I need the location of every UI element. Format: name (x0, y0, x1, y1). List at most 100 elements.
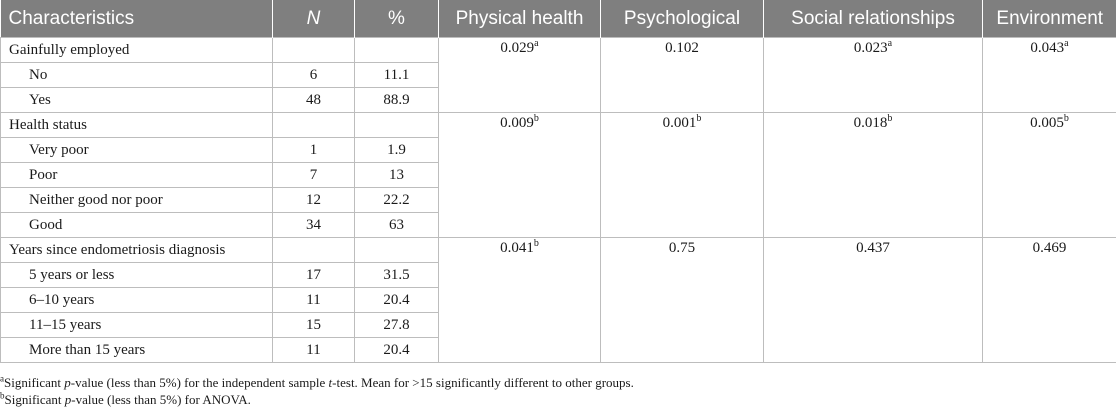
n-cell (272, 37, 355, 63)
pvalue-cell-psychological: 0.001b (600, 112, 764, 238)
pvalue: 0.018 (853, 115, 888, 131)
percent-cell: 1.9 (354, 137, 439, 163)
row-label: Neither good nor poor (0, 187, 273, 213)
footnote: aSignificant p-value (less than 5%) for … (0, 374, 1100, 391)
table-row: Very poor 1 1.9 (0, 137, 1116, 163)
footnote-text: p (64, 375, 71, 390)
pvalue-cell-social-relationships: 0.018b (763, 112, 983, 238)
n-cell: 48 (272, 87, 355, 113)
footnote-text: -value (less than 5%) for the independen… (70, 375, 329, 390)
percent-cell: 27.8 (354, 312, 439, 338)
group-label: Years since endometriosis diagnosis (0, 237, 273, 263)
pvalue-footnote-marker: b (887, 113, 893, 124)
footnote: bSignificant p-value (less than 5%) for … (0, 391, 1100, 408)
pvalue: 0.437 (856, 240, 890, 256)
n-cell: 7 (272, 162, 355, 188)
pvalue-footnote-marker: a (1064, 38, 1069, 49)
table-row: 5 years or less 17 31.5 (0, 262, 1116, 288)
pvalue-cell-physical-health: 0.009b (438, 112, 601, 238)
header-social-relationships: Social relationships (763, 0, 983, 38)
percent-cell (354, 237, 439, 263)
table-row: Good 34 63 (0, 212, 1116, 238)
group-row: Gainfully employed 0.029a 0.102 0.023a 0.043… (0, 37, 1116, 113)
header-environment: Environment (982, 0, 1116, 38)
pvalue-cell-environment: 0.005b (982, 112, 1116, 238)
pvalue-footnote-marker: b (533, 238, 539, 249)
n-cell: 6 (272, 62, 355, 88)
header-characteristics: Characteristics (0, 0, 273, 38)
header-psychological: Psychological (600, 0, 764, 38)
pvalue-cell-psychological: 0.102 (600, 37, 764, 113)
pvalue-cell-environment: 0.043a (982, 37, 1116, 113)
table-row: No 6 11.1 (0, 62, 1116, 88)
data-table: Characteristics N % Physical health Psyc… (0, 0, 1116, 363)
pvalue-cell-social-relationships: 0.023a (763, 37, 983, 113)
header-row: Characteristics N % Physical health Psyc… (0, 0, 1116, 38)
pvalue-footnote-marker: a (887, 38, 893, 49)
footnote-marker: a (0, 373, 4, 384)
footnote-text: Significant (4, 392, 65, 407)
header-n-text: N (306, 7, 321, 29)
percent-cell: 88.9 (354, 87, 439, 113)
row-label: Good (0, 212, 273, 238)
row-label: 5 years or less (0, 262, 273, 288)
footnote-text: -value (less than 5%) for ANOVA. (71, 392, 251, 407)
n-cell: 15 (272, 312, 355, 338)
n-cell: 17 (272, 262, 355, 288)
table-row: 6–10 years 11 20.4 (0, 287, 1116, 313)
header-physical-health: Physical health (438, 0, 601, 38)
pvalue: 0.75 (668, 240, 696, 256)
percent-cell: 20.4 (354, 337, 439, 363)
pvalue: 0.102 (665, 40, 699, 56)
group-label: Gainfully employed (0, 37, 273, 63)
table-row: More than 15 years 11 20.4 (0, 337, 1116, 363)
pvalue: 0.023 (853, 40, 888, 56)
row-label: Yes (0, 87, 273, 113)
n-cell (272, 237, 355, 263)
footnotes: aSignificant p-value (less than 5%) for … (0, 374, 1100, 408)
group-label: Health status (0, 112, 273, 138)
pvalue: 0.041 (500, 240, 534, 256)
n-cell: 11 (272, 287, 355, 313)
pvalue-footnote-marker: b (533, 113, 539, 124)
pvalue: 0.001 (662, 115, 697, 131)
pvalue-cell-psychological: 0.75 (600, 237, 764, 363)
percent-cell (354, 112, 439, 138)
footnote-text: p (64, 392, 72, 407)
group-row: Years since endometriosis diagnosis 0.041… (0, 237, 1116, 363)
footnote-text: Significant (4, 375, 65, 390)
pvalue-footnote-marker: a (534, 38, 539, 49)
footnote-text: -test. Mean for >15 significantly differ… (332, 375, 634, 390)
n-cell (272, 112, 355, 138)
n-cell: 34 (272, 212, 355, 238)
n-cell: 11 (272, 337, 355, 363)
percent-cell: 63 (354, 212, 439, 238)
pvalue: 0.009 (500, 115, 534, 131)
pvalue-cell-physical-health: 0.029a (438, 37, 601, 113)
header-percent: % (354, 0, 439, 38)
table-row: Neither good nor poor 12 22.2 (0, 187, 1116, 213)
pvalue-cell-physical-health: 0.041b (438, 237, 601, 363)
row-label: 6–10 years (0, 287, 273, 313)
percent-cell (354, 37, 439, 63)
percent-cell: 13 (354, 162, 439, 188)
header-n: N (272, 0, 355, 38)
percent-cell: 22.2 (354, 187, 439, 213)
percent-cell: 31.5 (354, 262, 439, 288)
table-header: Characteristics N % Physical health Psyc… (0, 0, 1116, 38)
percent-cell: 20.4 (354, 287, 439, 313)
table-body: Gainfully employed 0.029a 0.102 0.023a 0.043… (0, 37, 1116, 363)
row-label: No (0, 62, 273, 88)
row-label: Very poor (0, 137, 273, 163)
pvalue: 0.043 (1030, 40, 1065, 56)
n-cell: 1 (272, 137, 355, 163)
footnote-marker: b (0, 390, 5, 401)
percent-cell: 11.1 (354, 62, 439, 88)
pvalue: 0.005 (1030, 115, 1064, 131)
footnote-text: t (328, 375, 333, 390)
pvalue: 0.469 (1032, 240, 1067, 256)
pvalue-cell-environment: 0.469 (982, 237, 1116, 363)
n-cell: 12 (272, 187, 355, 213)
row-label: 11–15 years (0, 312, 273, 338)
pvalue: 0.029 (500, 40, 535, 56)
